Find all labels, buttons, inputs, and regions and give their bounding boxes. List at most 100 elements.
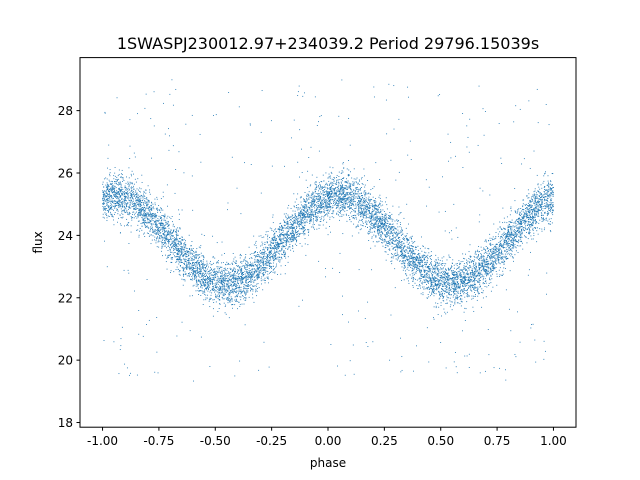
data-point (467, 282, 469, 284)
data-point (135, 194, 137, 196)
data-point (329, 204, 331, 206)
data-point (184, 264, 185, 265)
data-point (401, 255, 403, 256)
data-point (175, 237, 177, 239)
data-point (421, 260, 423, 262)
data-point (126, 187, 127, 189)
data-point (105, 177, 107, 179)
data-point (411, 237, 412, 239)
data-point (335, 202, 337, 204)
data-point (167, 221, 169, 223)
data-point (373, 86, 375, 88)
data-point (436, 274, 438, 275)
data-point (344, 207, 346, 209)
data-point (507, 249, 509, 251)
data-point (485, 270, 487, 272)
data-point (118, 200, 120, 202)
data-point (453, 292, 455, 294)
data-point (297, 236, 299, 237)
data-point (479, 269, 480, 271)
data-point (118, 174, 120, 175)
data-point (480, 262, 482, 264)
data-point (377, 227, 378, 228)
data-point (147, 218, 149, 220)
data-point (205, 287, 207, 289)
data-point (378, 218, 380, 220)
data-point (510, 208, 512, 209)
data-point (194, 251, 196, 253)
data-point (360, 187, 361, 189)
data-point (263, 252, 265, 254)
data-point (383, 239, 385, 241)
data-point (352, 217, 354, 218)
data-point (181, 321, 183, 323)
data-point (339, 196, 341, 198)
data-point (226, 284, 228, 286)
data-point (538, 186, 540, 188)
data-point (390, 261, 392, 262)
data-point (186, 256, 187, 257)
data-point (213, 276, 215, 278)
data-point (495, 237, 497, 239)
data-point (270, 271, 272, 272)
data-point (272, 269, 274, 271)
data-point (426, 297, 428, 299)
data-point (414, 241, 416, 242)
data-point (352, 183, 354, 185)
data-point (404, 270, 406, 272)
data-point (286, 241, 288, 243)
data-point (331, 213, 333, 214)
data-point (283, 233, 285, 235)
data-point (162, 234, 164, 236)
data-point (228, 298, 230, 300)
data-point (240, 278, 242, 280)
data-point (232, 307, 233, 309)
data-point (319, 200, 321, 202)
data-point (149, 193, 151, 195)
data-point (214, 271, 216, 273)
data-point (180, 262, 182, 263)
data-point (337, 199, 339, 201)
data-point (348, 201, 349, 203)
data-point (139, 205, 141, 207)
data-point (513, 260, 514, 262)
data-point (215, 284, 217, 285)
data-point (227, 283, 229, 285)
data-point (361, 218, 363, 220)
data-point (403, 250, 405, 252)
data-point (107, 183, 109, 185)
data-point (539, 228, 541, 230)
data-point (256, 283, 258, 285)
data-point (538, 215, 540, 217)
data-point (314, 219, 316, 221)
data-point (548, 185, 550, 187)
data-point (427, 266, 429, 268)
data-point (242, 278, 244, 280)
data-point (374, 218, 376, 220)
data-point (345, 182, 347, 183)
data-point (164, 236, 166, 238)
data-point (259, 251, 261, 253)
data-point (341, 205, 343, 207)
data-point (395, 246, 397, 248)
data-point (449, 289, 451, 291)
data-point (169, 249, 171, 251)
data-point (307, 213, 309, 215)
data-point (107, 207, 109, 208)
data-point (443, 308, 445, 310)
data-point (343, 188, 345, 190)
data-point (549, 183, 551, 185)
data-point (131, 206, 133, 208)
data-point (376, 220, 378, 222)
data-point (234, 291, 236, 293)
data-point (418, 260, 420, 262)
data-point (427, 277, 429, 279)
data-point (246, 260, 248, 262)
data-point (111, 187, 113, 188)
data-point (509, 270, 511, 272)
data-point (255, 285, 257, 287)
data-point (486, 274, 488, 276)
data-point (191, 276, 193, 277)
data-point (178, 273, 180, 275)
data-point (250, 287, 251, 289)
